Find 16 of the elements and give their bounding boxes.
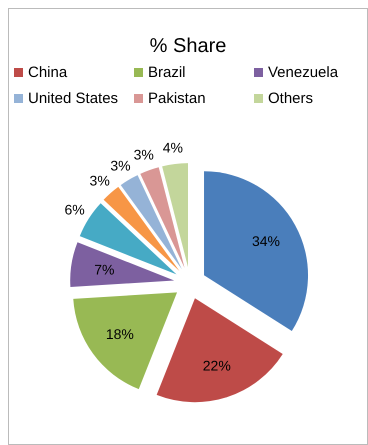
data-label: 3% [110,157,131,174]
legend-label: Venezuela [268,64,339,81]
legend-label: Others [268,90,314,107]
chart-title: % Share [150,35,226,57]
legend-label: China [28,64,68,81]
data-label: 18% [106,326,134,342]
legend-label: Pakistan [148,90,206,107]
legend-label: United States [28,90,118,107]
data-label: 3% [134,146,154,162]
data-label: 7% [94,261,114,278]
legend-label: Brazil [148,64,186,81]
data-label: 22% [202,357,231,374]
data-label: 4% [162,139,183,156]
data-label: 6% [64,202,85,218]
data-label: 34% [252,233,280,250]
data-label: 3% [90,172,110,188]
